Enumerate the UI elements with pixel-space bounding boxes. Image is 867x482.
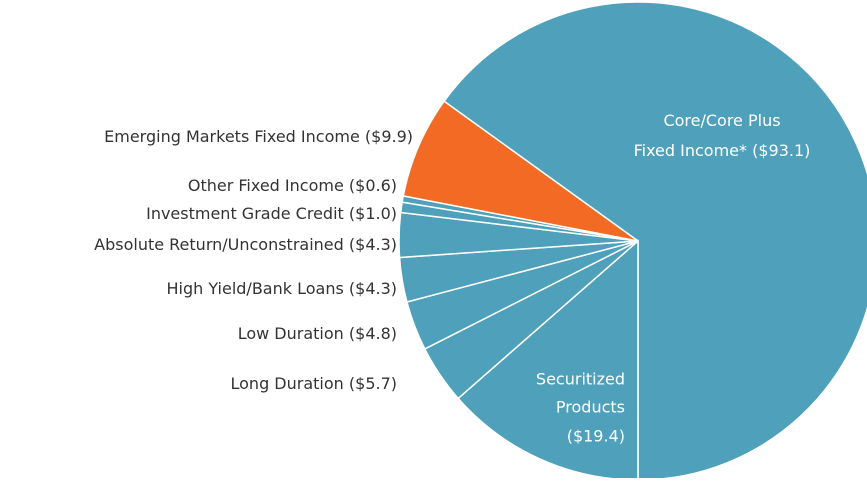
value-label: ($4.3) [349,235,397,254]
category-label: High Yield/Bank Loans [166,279,343,298]
slice-label: Absolute Return/Unconstrained ($4.3) [94,235,397,254]
category-label: Investment Grade Credit [146,204,344,223]
category-label: Products [556,398,625,417]
category-label: Low Duration [238,324,344,343]
slice-label: High Yield/Bank Loans ($4.3) [166,279,397,298]
category-label: Securitized [536,370,625,389]
category-label: Other Fixed Income [188,176,344,195]
pie-slice [443,1,867,481]
slice-label: Fixed Income* ($93.1) [634,141,811,160]
value-label: ($19.4) [567,427,625,446]
category-label: Absolute Return/Unconstrained [94,235,344,254]
value-label: ($4.3) [349,279,397,298]
value-label: ($5.7) [349,374,397,393]
slice-label: Investment Grade Credit ($1.0) [146,204,397,223]
category-label: Fixed Income* [634,141,747,160]
value-label: ($1.0) [349,204,397,223]
slice-label: Low Duration ($4.8) [238,324,397,343]
value-label: ($9.9) [365,127,413,146]
value-label: ($93.1) [752,141,810,160]
category-label: Emerging Markets Fixed Income [104,127,360,146]
slice-label: Other Fixed Income ($0.6) [188,176,397,195]
value-label: ($0.6) [349,176,397,195]
slice-label: Core/Core Plus [663,111,780,130]
category-label: Core/Core Plus [663,111,780,130]
category-label: Long Duration [231,374,344,393]
slice-label: Long Duration ($5.7) [231,374,398,393]
slice-label: Emerging Markets Fixed Income ($9.9) [104,127,413,146]
pie-slice [402,100,639,242]
value-label: ($4.8) [349,324,397,343]
